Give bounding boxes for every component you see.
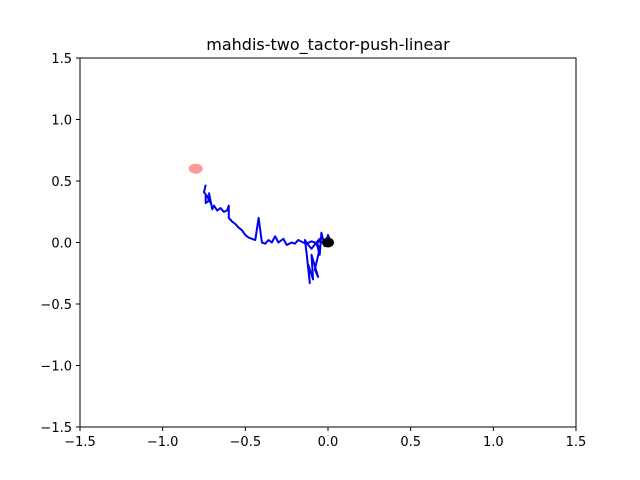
x-tick-label: 0.5 (400, 435, 421, 450)
axis-layer: −1.5 −1.0 −0.5 0.0 0.5 1.0 1.5 −1.5 −1.0 −0.5 0.0 0… (40, 52, 586, 450)
y-tick-label: −1.5 (40, 421, 72, 436)
start-marker (322, 237, 334, 248)
chart-title: mahdis-two_tactor-push-linear (206, 35, 450, 55)
x-tick-label: −1.5 (64, 435, 96, 450)
x-tick-label: −1.0 (147, 435, 179, 450)
y-tick-label: −1.0 (40, 360, 72, 375)
target-marker (188, 163, 203, 174)
plot-layer (188, 163, 334, 285)
y-tick-label: 1.0 (51, 114, 72, 129)
x-tick-label: 0.0 (318, 435, 339, 450)
x-tick-label: 1.0 (483, 435, 504, 450)
y-tick-label: 0.5 (51, 175, 72, 190)
y-tick-label: 0.0 (51, 237, 72, 252)
y-tick-label: 1.5 (51, 52, 72, 67)
y-tick-label: −0.5 (40, 298, 72, 313)
series-line-0 (203, 184, 333, 285)
x-tick-label: 1.5 (566, 435, 587, 450)
x-tick-label: −0.5 (230, 435, 262, 450)
